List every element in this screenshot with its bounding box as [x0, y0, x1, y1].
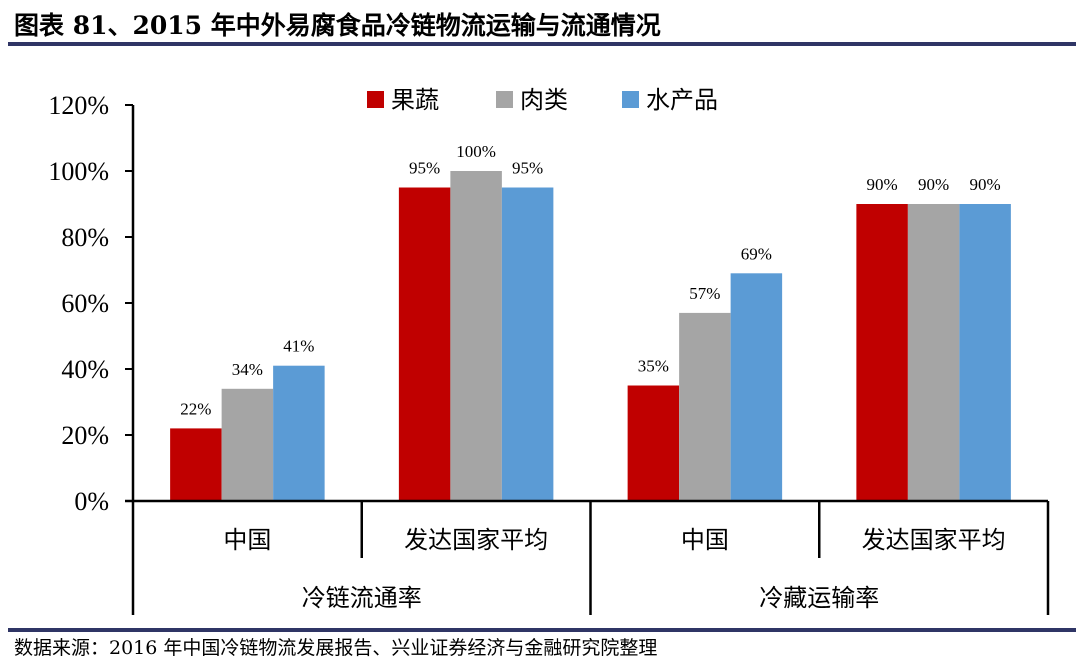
chart-title: 图表 81、2015 年中外易腐食品冷链物流运输与流通情况: [14, 11, 661, 40]
data-label: 90%: [867, 175, 898, 194]
category-group-label: 冷藏运输率: [759, 584, 879, 612]
bar-果蔬: [627, 385, 680, 501]
legend-swatch-水产品: [622, 91, 639, 108]
bar-水产品: [501, 187, 554, 501]
data-label: 69%: [741, 244, 772, 263]
bar-肉类: [221, 388, 274, 501]
bar-肉类: [679, 312, 731, 501]
data-label: 35%: [638, 357, 669, 376]
legend-label: 水产品: [646, 86, 718, 114]
data-label: 90%: [970, 175, 1001, 194]
bar-果蔬: [856, 204, 908, 501]
legend-label: 果蔬: [391, 86, 439, 114]
legend-swatch-肉类: [496, 91, 513, 108]
category-label: 中国: [681, 526, 729, 554]
bottom-rule: [8, 628, 1076, 632]
data-label: 100%: [456, 142, 496, 161]
data-label: 57%: [689, 284, 720, 303]
y-tick-label: 60%: [61, 289, 109, 318]
data-label: 22%: [180, 399, 211, 418]
data-label: 95%: [512, 159, 543, 178]
bar-肉类: [450, 171, 502, 501]
y-tick-label: 100%: [48, 157, 109, 186]
y-tick-label: 80%: [61, 223, 109, 252]
legend-label: 肉类: [520, 86, 568, 114]
data-label: 90%: [918, 175, 949, 194]
data-label: 34%: [232, 360, 263, 379]
category-label: 发达国家平均: [862, 526, 1006, 554]
category-label: 中国: [223, 526, 271, 554]
bar-水产品: [730, 273, 783, 501]
bar-果蔬: [398, 187, 451, 501]
legend-swatch-果蔬: [367, 91, 384, 108]
top-rule: [8, 42, 1076, 46]
bar-水产品: [959, 204, 1011, 501]
y-tick-label: 20%: [61, 421, 109, 450]
bar-水产品: [273, 365, 325, 501]
bar-肉类: [907, 204, 960, 501]
category-group-label: 冷链流通率: [302, 584, 422, 612]
data-label: 41%: [283, 337, 314, 356]
y-tick-label: 40%: [61, 355, 109, 384]
category-label: 发达国家平均: [404, 526, 548, 554]
bar-果蔬: [170, 428, 222, 501]
y-tick-label: 0%: [74, 487, 109, 516]
y-tick-label: 120%: [48, 91, 109, 120]
data-label: 95%: [409, 159, 440, 178]
data-source-note: 数据来源：2016 年中国冷链物流发展报告、兴业证券经济与金融研究院整理: [14, 637, 658, 659]
